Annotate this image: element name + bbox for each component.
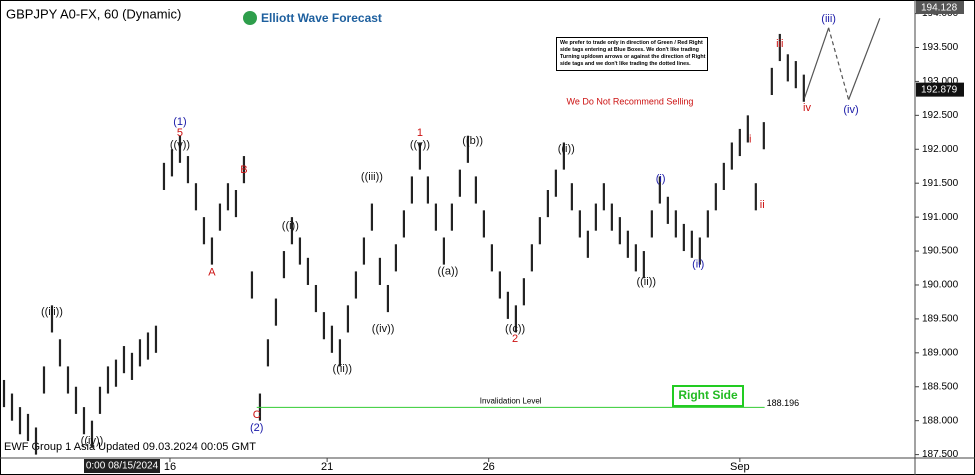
chart-title: GBPJPY A0-FX, 60 (Dynamic) [6, 6, 181, 21]
wave-label: 5 [177, 127, 183, 139]
wave-label: ((i)) [282, 220, 299, 232]
wave-label: ((ii)) [333, 363, 353, 375]
wave-label: (i) [656, 173, 666, 185]
note-line: side tags entering at Blue Boxes. We don… [560, 47, 699, 53]
y-tick-label: 190.000 [922, 280, 959, 291]
right-side-box [672, 385, 744, 407]
wave-label: (2) [250, 422, 263, 434]
wave-label: ((iv)) [81, 435, 104, 447]
note-line: Turning up/down arrows or against the di… [560, 54, 706, 60]
invalidation-label: Invalidation Level [480, 396, 542, 405]
wave-label: ((v)) [170, 139, 190, 151]
x-tick-label: Sep [730, 461, 750, 473]
logo: Elliott Wave Forecast [261, 11, 382, 25]
wave-label: (iv) [843, 104, 858, 116]
wave-label: ((v)) [410, 139, 430, 151]
wave-label: i [749, 134, 751, 146]
y-tick-label: 191.500 [922, 178, 959, 189]
note-box: We prefer to trade only in direction of … [556, 37, 708, 71]
y-tick-label: 187.500 [922, 449, 959, 460]
projection-line [848, 18, 881, 100]
y-tick-label: 192.000 [922, 144, 959, 155]
wave-label: (1) [173, 116, 186, 128]
note-line: side tags and we don't like trading the … [560, 61, 691, 67]
wave-label: A [208, 267, 216, 279]
wave-label: iv [803, 102, 811, 114]
y-tick-label: 193.500 [922, 42, 959, 53]
wave-label: ((ii)) [636, 276, 656, 288]
warning: We Do Not Recommend Selling [567, 96, 694, 106]
wave-label: 2 [512, 333, 518, 345]
cursor-label: 0:00 08/15/2024 [86, 461, 159, 472]
wave-label: ((c)) [505, 323, 525, 335]
y-tick-label: 189.500 [922, 314, 959, 325]
top-price-box [916, 1, 964, 14]
wave-label: (ii) [692, 259, 704, 271]
wave-label: ii [760, 199, 765, 211]
right-side: Right Side [678, 388, 738, 402]
wave-label: ((a)) [438, 265, 459, 277]
last-price-box [916, 82, 964, 97]
y-tick-label: 193.000 [922, 76, 959, 87]
wave-label: ((b)) [462, 135, 483, 147]
wave-label: ((iii)) [41, 306, 63, 318]
footer: EWF Group 1 Asia Updated 09.03.2024 00:0… [4, 441, 256, 453]
projection-line [804, 27, 830, 98]
y-tick-label: 190.500 [922, 246, 959, 257]
last-price: 192.879 [921, 84, 958, 95]
wave-label: C [253, 409, 261, 421]
wave-label: (iii) [821, 13, 836, 25]
wave-label: 1 [417, 127, 423, 139]
x-tick-label: 21 [321, 461, 333, 473]
y-tick-label: 189.000 [922, 347, 959, 358]
y-tick-label: 191.000 [922, 212, 959, 223]
wave-label: ((iii)) [361, 171, 383, 183]
x-tick-label: 16 [164, 461, 176, 473]
y-tick-label: 188.000 [922, 415, 959, 426]
note-line: We prefer to trade only in direction of … [560, 40, 703, 46]
y-tick-label: 192.500 [922, 110, 959, 121]
invalidation-price: 188.196 [767, 398, 800, 408]
wave-label: ((i)) [558, 143, 575, 155]
projection-line [828, 27, 850, 100]
wave-label: ((iv)) [372, 323, 395, 335]
y-tick-label: 188.500 [922, 381, 959, 392]
x-tick-label: 26 [483, 461, 495, 473]
wave-label: iii [776, 38, 783, 50]
wave-label: B [240, 164, 247, 176]
cursor-box [84, 459, 160, 473]
top-price: 194.128 [921, 3, 958, 14]
logo-icon [243, 11, 257, 25]
